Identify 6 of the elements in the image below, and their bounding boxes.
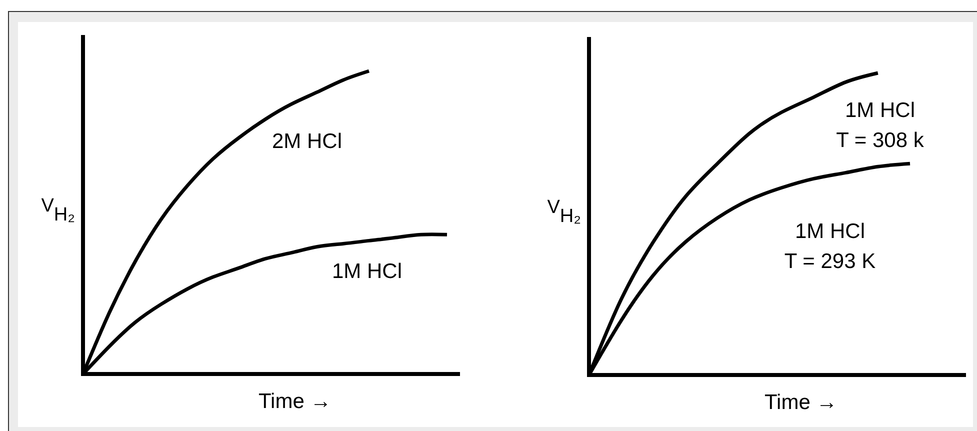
series-label: 1M HCl T = 308 k (836, 99, 924, 152)
x-axis-title: Time → (258, 390, 332, 413)
series-label: 1M HCl T = 293 K (784, 220, 876, 273)
series-label: 2M HCl (272, 130, 342, 153)
x-axis-title: Time → (764, 391, 838, 414)
series-label: 1M HCl (332, 260, 402, 283)
